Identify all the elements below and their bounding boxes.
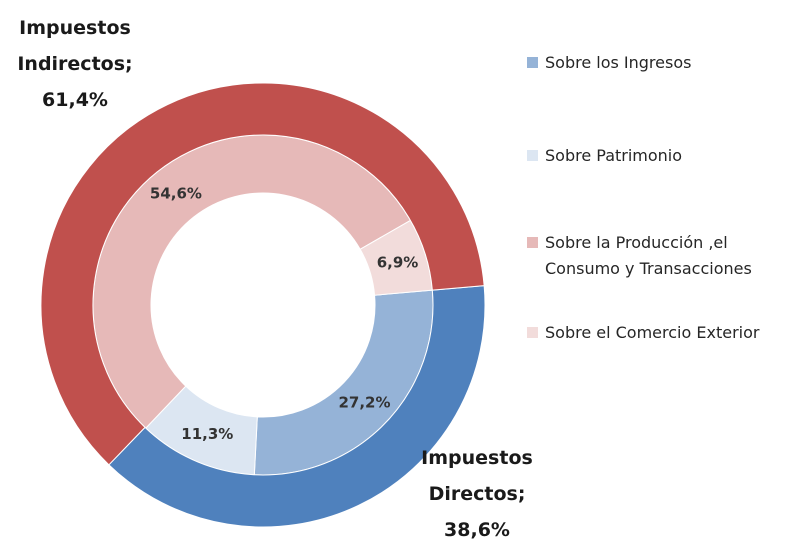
donut-segment <box>108 285 486 528</box>
donut-segment <box>40 82 485 466</box>
legend-item: Sobre el Comercio Exterior <box>527 320 807 346</box>
data-label: 61,4% <box>42 89 108 111</box>
legend-label: Sobre Patrimonio <box>545 146 683 165</box>
outer-label: Impuestos Indirectos; 61,4% <box>10 10 140 118</box>
legend-swatch <box>527 57 538 68</box>
data-label: 54,6% <box>150 185 202 203</box>
category-label: Impuestos Indirectos <box>17 17 131 75</box>
legend-item: Sobre los Ingresos <box>527 50 807 76</box>
legend-item: Sobre la Producción ,el Consumo y Transa… <box>527 230 807 282</box>
data-label: 27,2% <box>338 393 390 411</box>
data-label: 38,6% <box>444 519 510 541</box>
category-label: Impuestos Directos <box>421 447 533 505</box>
legend-item: Sobre Patrimonio <box>527 143 807 169</box>
data-label: 6,9% <box>377 253 419 271</box>
legend-label: Sobre el Comercio Exterior <box>545 323 760 342</box>
outer-label: Impuestos Directos; 38,6% <box>412 440 542 544</box>
legend-swatch <box>527 237 538 248</box>
legend-swatch <box>527 327 538 338</box>
legend-swatch <box>527 150 538 161</box>
data-label: 11,3% <box>181 425 233 443</box>
separator: ; <box>125 53 133 75</box>
legend-label: Sobre los Ingresos <box>545 53 692 72</box>
separator: ; <box>517 483 526 505</box>
legend-label: Sobre la Producción ,el Consumo y Transa… <box>545 233 752 278</box>
